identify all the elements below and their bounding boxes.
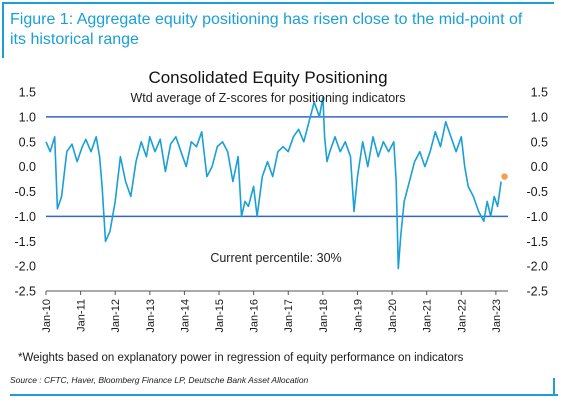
y-tick-label-left: -2.0	[14, 260, 36, 274]
x-tick-label: Jan-15	[214, 299, 226, 333]
figure-title: Figure 1: Aggregate equity positioning h…	[10, 11, 523, 48]
chart-annotation: Current percentile: 30%	[210, 251, 341, 265]
x-tick-label: Jan-11	[76, 299, 88, 332]
y-tick-label-left: -2.5	[14, 285, 36, 299]
x-tick-label: Jan-12	[110, 299, 122, 333]
y-tick-label-right: -2.5	[526, 285, 548, 299]
x-tick-label: Jan-20	[387, 299, 399, 333]
series-line	[45, 96, 502, 270]
y-tick-label-right: -2.0	[526, 260, 548, 274]
footnote: *Weights based on explanatory power in r…	[18, 352, 464, 364]
x-tick-label: Jan-16	[249, 299, 261, 333]
y-tick-label-left: 1.0	[19, 110, 36, 124]
x-tick-label: Jan-21	[422, 299, 434, 333]
x-tick-label: Jan-23	[491, 299, 503, 333]
y-tick-label-left: 1.5	[19, 86, 36, 100]
y-tick-label-right: -1.5	[526, 235, 548, 249]
x-tick-label: Jan-18	[318, 299, 330, 333]
frame-left-border	[2, 2, 4, 58]
frame-right-border	[553, 378, 555, 396]
source-note: Source : CFTC, Haver, Bloomberg Finance …	[10, 375, 309, 385]
y-tick-label-right: 0.5	[531, 135, 548, 149]
y-tick-label-right: -0.5	[526, 185, 548, 199]
y-tick-label-right: 0.0	[531, 160, 548, 174]
x-tick-label: Jan-19	[352, 299, 364, 333]
x-tick-label: Jan-13	[145, 299, 157, 333]
y-tick-label-left: 0.5	[19, 135, 36, 149]
frame-bottom-border	[10, 394, 558, 396]
y-tick-label-left: -1.5	[14, 235, 36, 249]
y-tick-label-left: 0.0	[19, 160, 36, 174]
frame-top-border	[2, 2, 554, 4]
x-tick-label: Jan-10	[41, 299, 53, 333]
y-tick-label-left: -0.5	[14, 185, 36, 199]
x-tick-label: Jan-22	[456, 299, 468, 333]
x-tick-label: Jan-17	[283, 299, 295, 333]
y-tick-label-left: -1.0	[14, 210, 36, 224]
chart-subtitle: Wtd average of Z-scores for positioning …	[130, 91, 405, 105]
y-tick-label-right: 1.5	[531, 86, 548, 100]
chart-title: Consolidated Equity Positioning	[148, 68, 387, 87]
x-tick-label: Jan-14	[179, 299, 191, 333]
y-tick-label-right: 1.0	[531, 110, 548, 124]
latest-point-marker	[501, 173, 508, 180]
y-tick-label-right: -1.0	[526, 210, 548, 224]
